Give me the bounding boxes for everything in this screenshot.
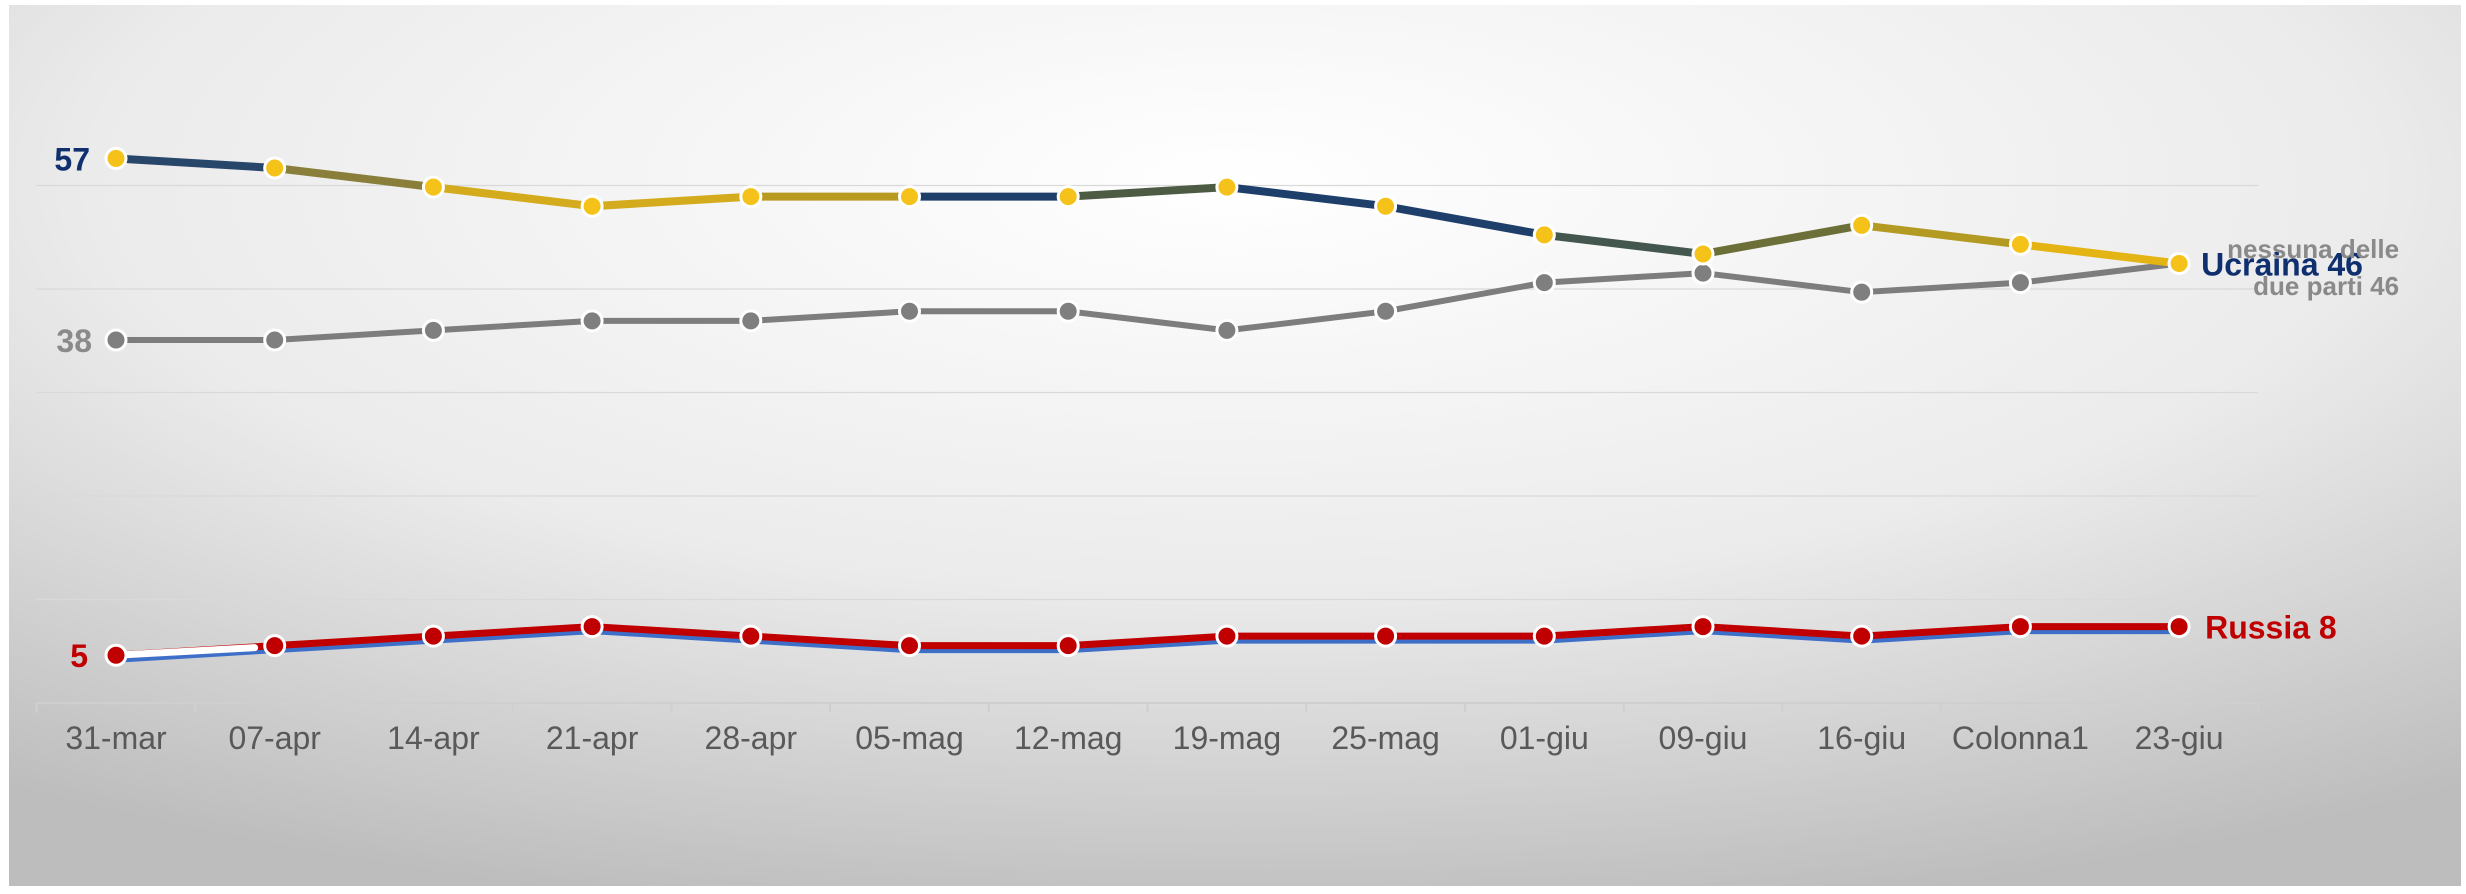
line-segment	[1064, 183, 1231, 201]
x-tick-label: 16-giu	[1817, 720, 1906, 756]
start-label-ukraine: 57	[54, 141, 90, 177]
end-label-line: due parti 46	[2253, 271, 2399, 301]
line-segment	[112, 154, 279, 172]
line-shadow	[115, 627, 2180, 663]
data-point	[104, 643, 128, 667]
data-point	[2008, 615, 2032, 639]
x-tick-label: 31-mar	[65, 720, 167, 756]
data-point	[1532, 223, 1556, 247]
end-label-neither: nessuna delle due parti 46	[2227, 234, 2399, 301]
data-point	[1056, 185, 1080, 209]
data-point	[580, 309, 604, 333]
data-point	[1374, 194, 1398, 218]
markers-russia	[104, 615, 2191, 667]
data-point	[263, 634, 287, 658]
x-tick-label: 07-apr	[228, 720, 321, 756]
data-point	[1374, 299, 1398, 323]
data-point	[1215, 175, 1239, 199]
series-line-russia	[112, 623, 2180, 663]
data-point	[739, 309, 763, 333]
data-point	[1532, 624, 1556, 648]
line-segment	[1540, 230, 1707, 258]
data-point	[1532, 271, 1556, 295]
data-point	[898, 634, 921, 658]
data-point	[1215, 318, 1239, 342]
end-label-russia: Russia 8	[2205, 610, 2337, 646]
data-point	[1691, 615, 1715, 639]
data-point	[580, 194, 604, 218]
line-segment	[1381, 202, 1549, 239]
line-highlight	[112, 644, 259, 659]
x-tick-label: Colonna1	[1952, 720, 2089, 756]
line-segment	[270, 163, 438, 192]
data-point	[1056, 299, 1080, 323]
data-point	[263, 328, 287, 352]
x-tick-label: 05-mag	[855, 720, 964, 756]
data-point	[421, 624, 445, 648]
x-tick-label: 09-giu	[1659, 720, 1748, 756]
data-point	[739, 185, 763, 209]
x-tick-label: 28-apr	[705, 720, 798, 756]
data-point	[1215, 624, 1239, 648]
data-point	[1850, 624, 1874, 648]
line-segment	[588, 192, 755, 211]
data-point	[421, 318, 445, 342]
line-segment	[1857, 221, 2025, 249]
data-point	[263, 156, 287, 180]
start-label-russia: 5	[70, 638, 88, 674]
end-label-line: nessuna delle	[2227, 234, 2399, 264]
line-segment	[2016, 240, 2184, 268]
data-point	[580, 615, 604, 639]
data-point	[1691, 242, 1715, 266]
chart-background	[9, 5, 2461, 886]
data-point	[104, 146, 128, 170]
end-label-ukraine: Ucraina 46	[2201, 247, 2363, 283]
data-point	[898, 185, 921, 209]
series-line-ukraine	[112, 154, 2184, 268]
data-point	[739, 624, 763, 648]
x-tick-label: 14-apr	[387, 720, 480, 756]
data-point	[2008, 232, 2032, 256]
start-label-neither: 38	[56, 323, 92, 359]
markers-ukraine	[104, 146, 2191, 276]
data-point	[2167, 615, 2191, 639]
data-point	[421, 175, 445, 199]
data-point	[1691, 261, 1715, 285]
x-tick-label: 23-giu	[2135, 720, 2224, 756]
line-segment	[1222, 183, 1390, 211]
data-point	[1850, 213, 1874, 237]
x-tick-label: 25-mag	[1331, 720, 1440, 756]
data-point	[2008, 271, 2032, 295]
x-tick-label: 12-mag	[1014, 720, 1123, 756]
data-point	[104, 328, 128, 352]
x-tick-label: 01-giu	[1500, 720, 1589, 756]
data-point	[1374, 624, 1398, 648]
data-point	[898, 299, 921, 323]
line-segment	[1699, 221, 1866, 258]
data-point	[1056, 634, 1080, 658]
line-main	[115, 623, 2180, 659]
gridlines	[35, 184, 2260, 712]
data-point	[1850, 280, 1874, 304]
series-line-neither	[113, 260, 2183, 343]
line-segment	[429, 183, 597, 211]
data-point	[2167, 252, 2191, 276]
x-tick-label: 21-apr	[546, 720, 639, 756]
x-axis-labels: 31-mar 07-apr 14-apr 21-apr 28-apr 05-mag 12-m…	[65, 720, 2223, 756]
x-tick-label: 19-mag	[1173, 720, 1282, 756]
